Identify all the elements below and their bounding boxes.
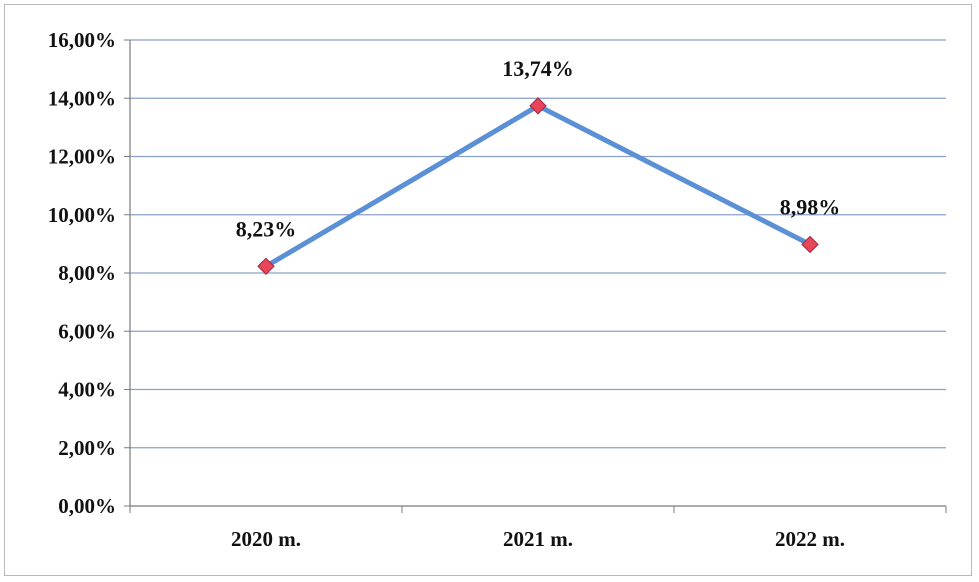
gridlines [130,39,946,449]
series-line [263,103,813,269]
x-tick-label: 2021 m. [503,527,573,551]
data-point [529,97,547,115]
y-tick-labels: 0,00% 2,00% 4,00% 6,00% 8,00% 10,00% 12,00% 14,… [48,28,116,518]
data-label: 8,23% [236,216,297,241]
axes [124,39,947,513]
chart-frame [4,4,972,576]
data-label: 13,74% [502,56,574,81]
x-tick-label: 2020 m. [231,527,301,551]
series-layer [257,97,819,276]
y-tick-label: 0,00% [58,494,116,518]
y-tick-label: 12,00% [48,145,116,169]
y-tick-label: 14,00% [48,86,116,110]
data-labels: 8,23% 13,74% 8,98% [236,56,841,241]
y-tick-label: 4,00% [58,378,116,402]
y-tick-label: 6,00% [58,319,116,343]
y-tick-label: 16,00% [48,28,116,52]
x-tick-label: 2022 m. [775,527,845,551]
data-point [801,235,819,254]
x-tick-labels: 2020 m. 2021 m. 2022 m. [231,527,845,551]
y-tick-label: 8,00% [58,261,116,285]
data-label: 8,98% [780,194,841,219]
data-point [257,257,275,276]
y-tick-label: 2,00% [58,436,116,460]
y-tick-label: 10,00% [48,203,116,227]
